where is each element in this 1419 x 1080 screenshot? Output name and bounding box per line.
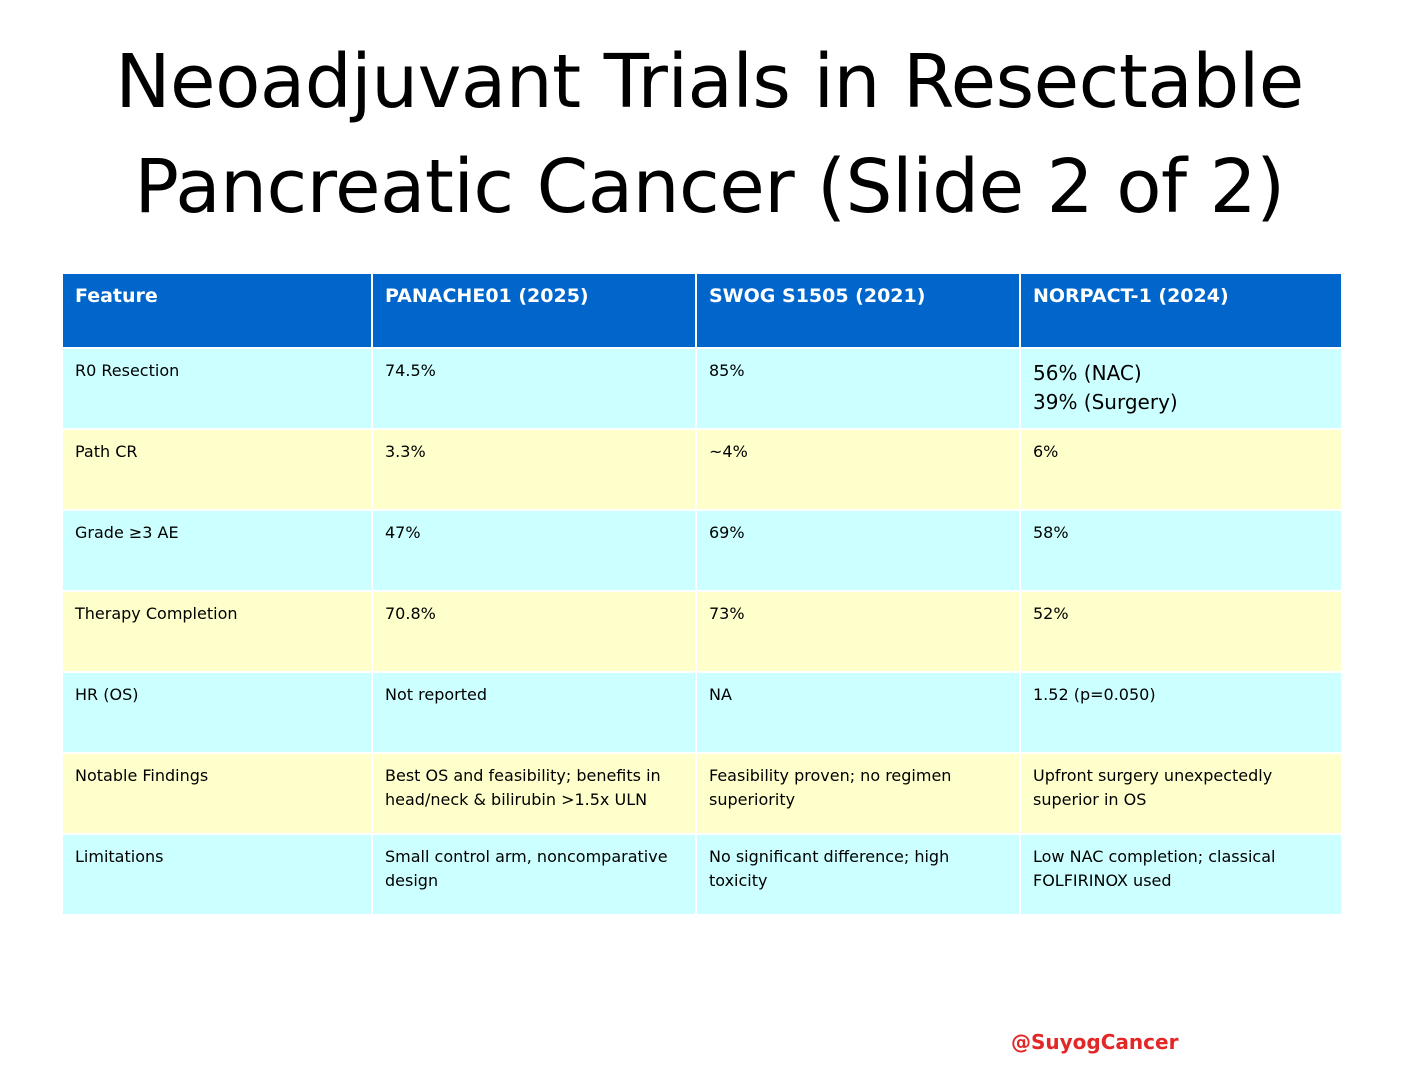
cell-swog: 73% [695,590,1021,673]
cell-swog: NA [695,671,1021,754]
table-row: Notable Findings Best OS and feasibility… [61,752,1343,835]
row-label-limitations: Limitations [61,833,373,916]
cell-line: Low NAC completion; classical [1033,847,1276,866]
cell-swog: 85% [695,347,1021,430]
row-label-therapy-completion: Therapy Completion [61,590,373,673]
header-norpact-1: NORPACT-1 (2024) [1019,272,1343,349]
row-label-hr-os: HR (OS) [61,671,373,754]
table-row: HR (OS) Not reported NA 1.52 (p=0.050) [61,671,1343,754]
cell-norpact: 58% [1019,509,1343,592]
slide-title: Neoadjuvant Trials in Resectable Pancrea… [0,30,1419,240]
title-line-1: Neoadjuvant Trials in Resectable [115,39,1304,125]
header-panache01: PANACHE01 (2025) [371,272,697,349]
cell-line: superior in OS [1033,790,1147,809]
author-handle: @SuyogCancer [1011,1030,1179,1054]
row-label-notable-findings: Notable Findings [61,752,373,835]
cell-panache01: Best OS and feasibility; benefits in hea… [371,752,697,835]
cell-line: Small control arm, noncomparative [385,847,668,866]
cell-line: 56% (NAC) [1033,361,1142,385]
cell-line: superiority [709,790,796,809]
header-swog-s1505: SWOG S1505 (2021) [695,272,1021,349]
row-label-grade3-ae: Grade ≥3 AE [61,509,373,592]
table-header-row: Feature PANACHE01 (2025) SWOG S1505 (202… [61,272,1343,349]
cell-panache01: 3.3% [371,428,697,511]
cell-panache01: 74.5% [371,347,697,430]
trials-comparison-table: Feature PANACHE01 (2025) SWOG S1505 (202… [61,272,1343,916]
cell-norpact: 1.52 (p=0.050) [1019,671,1343,754]
table-row: Grade ≥3 AE 47% 69% 58% [61,509,1343,592]
cell-panache01: 47% [371,509,697,592]
table-row: Therapy Completion 70.8% 73% 52% [61,590,1343,673]
cell-swog: 69% [695,509,1021,592]
cell-panache01: 70.8% [371,590,697,673]
cell-swog: ~4% [695,428,1021,511]
header-feature: Feature [61,272,373,349]
row-label-r0-resection: R0 Resection [61,347,373,430]
title-line-2: Pancreatic Cancer (Slide 2 of 2) [134,144,1285,230]
cell-line: 39% (Surgery) [1033,390,1178,414]
cell-line: Feasibility proven; no regimen [709,766,952,785]
cell-norpact: 6% [1019,428,1343,511]
cell-line: FOLFIRINOX used [1033,871,1172,890]
cell-panache01: Small control arm, noncomparative design [371,833,697,916]
table-row: R0 Resection 74.5% 85% 56% (NAC) 39% (Su… [61,347,1343,430]
cell-line: Upfront surgery unexpectedly [1033,766,1273,785]
row-label-path-cr: Path CR [61,428,373,511]
cell-swog: No significant difference; high toxicity [695,833,1021,916]
cell-line: Best OS and feasibility; benefits in [385,766,661,785]
cell-norpact: Upfront surgery unexpectedly superior in… [1019,752,1343,835]
cell-panache01: Not reported [371,671,697,754]
cell-norpact: 56% (NAC) 39% (Surgery) [1019,347,1343,430]
cell-line: design [385,871,439,890]
cell-line: toxicity [709,871,768,890]
table-row: Path CR 3.3% ~4% 6% [61,428,1343,511]
cell-norpact: Low NAC completion; classical FOLFIRINOX… [1019,833,1343,916]
cell-swog: Feasibility proven; no regimen superiori… [695,752,1021,835]
table-row: Limitations Small control arm, noncompar… [61,833,1343,916]
cell-norpact: 52% [1019,590,1343,673]
cell-line: No significant difference; high [709,847,950,866]
cell-line: head/neck & bilirubin >1.5x ULN [385,790,648,809]
